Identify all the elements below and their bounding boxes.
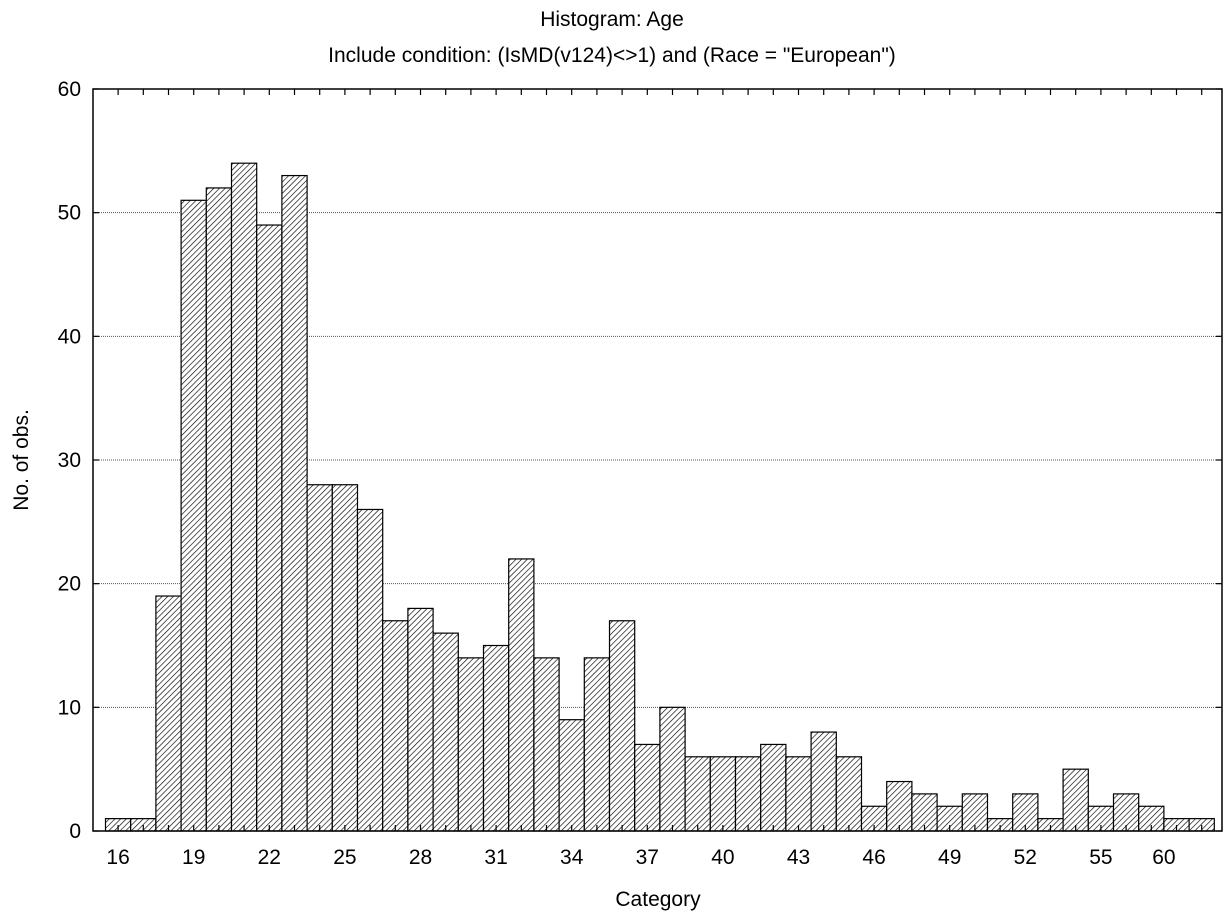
x-tick-label: 19: [182, 846, 205, 869]
x-tick-label: 37: [636, 846, 659, 869]
bar: [911, 793, 938, 832]
bar: [256, 224, 283, 832]
bar: [886, 780, 913, 832]
bar: [684, 756, 711, 832]
y-tick-label: 30: [58, 449, 81, 472]
bar: [961, 793, 989, 832]
bars: [104, 162, 1215, 832]
bar: [356, 508, 384, 832]
chart-title: Histogram: Age: [540, 8, 684, 31]
x-tick-label: 55: [1089, 846, 1112, 869]
bar: [407, 607, 434, 832]
bar: [608, 620, 636, 832]
bar: [659, 706, 686, 832]
x-tick-label: 49: [938, 846, 961, 869]
axis-ticks: 0 10 20 30 40 50 60 16 19 22 25 28 31 34 37 40 43 46 49 52 5…: [58, 78, 1222, 869]
bar: [835, 756, 863, 832]
bar: [1112, 793, 1140, 832]
y-tick-label: 60: [58, 78, 81, 101]
y-tick-label: 10: [58, 696, 81, 719]
x-tick-label: 40: [711, 846, 734, 869]
x-tick-label: 22: [258, 846, 281, 869]
bar: [306, 484, 333, 832]
y-tick-label: 50: [58, 202, 81, 225]
bar: [457, 657, 485, 832]
bar: [810, 731, 837, 832]
bar: [331, 484, 359, 832]
bar: [281, 174, 308, 832]
bar: [583, 657, 611, 832]
bar: [382, 620, 409, 832]
bar: [709, 756, 737, 832]
x-tick-label: 16: [106, 846, 129, 869]
chart-subtitle: Include condition: (IsMD(v124)<>1) and (…: [328, 44, 896, 67]
bar: [508, 558, 535, 832]
x-tick-label: 25: [333, 846, 356, 869]
bar: [558, 719, 585, 832]
bar: [734, 756, 762, 832]
bar: [180, 199, 207, 832]
bar: [1062, 768, 1089, 832]
bar: [1012, 793, 1039, 832]
bar: [482, 644, 510, 832]
y-tick-label: 40: [58, 325, 81, 348]
bar: [785, 756, 812, 832]
bar: [760, 743, 787, 832]
x-tick-label: 34: [560, 846, 584, 869]
x-tick-label: 52: [1014, 846, 1037, 869]
x-tick-label: 60: [1152, 846, 1175, 869]
bar: [533, 657, 560, 832]
x-tick-label: 31: [484, 846, 507, 869]
bar: [155, 595, 182, 832]
plot-frame: [92, 88, 1223, 832]
y-axis-label: No. of obs.: [10, 409, 33, 511]
bar: [432, 632, 459, 832]
x-tick-label: 43: [787, 846, 810, 869]
bar: [205, 187, 233, 832]
x-tick-label: 28: [409, 846, 432, 869]
x-tick-label: 46: [862, 846, 885, 869]
bar: [230, 162, 258, 832]
y-tick-label: 20: [58, 573, 81, 596]
x-axis-label: Category: [615, 888, 701, 911]
y-tick-label: 0: [69, 820, 81, 843]
bar: [634, 743, 661, 832]
